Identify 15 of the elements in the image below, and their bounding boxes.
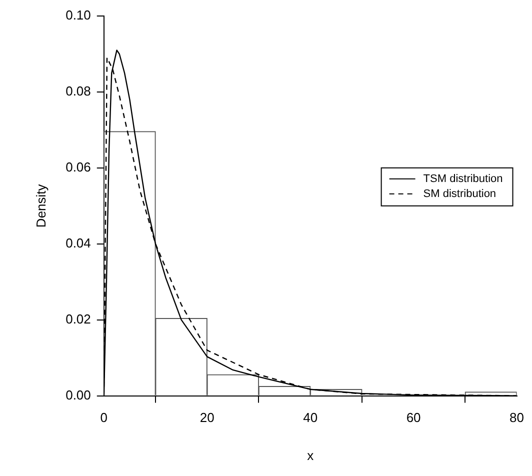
y-tick-label: 0.06 <box>66 160 91 174</box>
y-tick-label: 0.00 <box>66 387 91 402</box>
y-tick-label: 0.02 <box>66 311 91 326</box>
x-tick-label: 60 <box>406 410 421 426</box>
x-tick-label: 20 <box>200 410 214 426</box>
x-tick-label: 40 <box>303 410 318 426</box>
y-tick-label: 0.04 <box>66 235 91 250</box>
x-axis-title: x <box>307 448 314 463</box>
y-tick-label: 0.10 <box>66 8 91 23</box>
y-tick-label: 0.08 <box>66 84 91 99</box>
x-tick-label: 80 <box>510 410 524 426</box>
x-tick-label: 0 <box>100 410 108 426</box>
legend-label: SM distribution <box>423 188 496 200</box>
y-axis-title: Density <box>33 184 48 228</box>
legend-label: TSM distribution <box>423 172 503 185</box>
